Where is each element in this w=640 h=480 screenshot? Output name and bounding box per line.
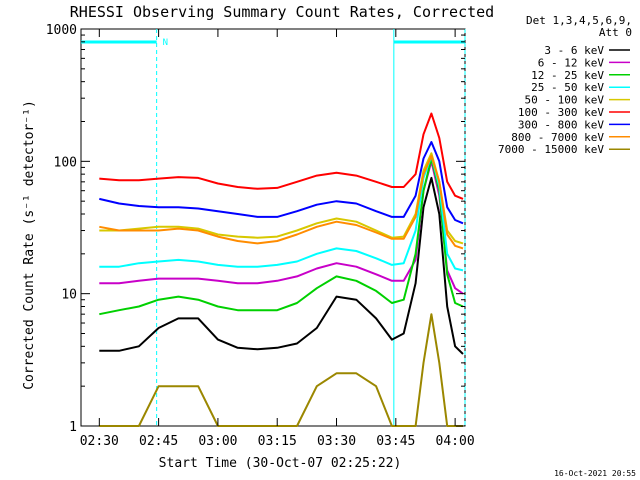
series-line-7 <box>99 154 464 250</box>
y-tick-label-0: 1 <box>69 420 77 435</box>
x-tick-label-1: 02:45 <box>139 434 178 449</box>
legend-label-1: 6 - 12 keV <box>538 56 605 69</box>
y-tick-label-2: 100 <box>54 155 77 170</box>
chart-title: RHESSI Observing Summary Count Rates, Co… <box>70 3 494 21</box>
series-line-0 <box>99 176 464 355</box>
legend-label-4: 50 - 100 keV <box>525 94 605 107</box>
legend-label-6: 300 - 800 keV <box>518 118 604 131</box>
x-tick-label-4: 03:30 <box>317 434 356 449</box>
x-axis-label: Start Time (30-Oct-07 02:25:22) <box>159 456 402 471</box>
y-axis-label: Corrected Count Rate (s⁻¹ detector⁻¹) <box>22 100 37 390</box>
legend-label-8: 7000 - 15000 keV <box>498 143 604 156</box>
legend-label-7: 800 - 7000 keV <box>511 131 604 144</box>
x-tick-label-6: 04:00 <box>436 434 475 449</box>
series-line-8 <box>99 313 463 427</box>
legend-label-3: 25 - 50 keV <box>531 81 604 94</box>
y-tick-label-1: 10 <box>61 288 77 303</box>
segment-label: N <box>163 38 168 48</box>
legend-label-2: 12 - 25 keV <box>531 69 604 82</box>
footer-timestamp: 16-Oct-2021 20:55 <box>554 469 636 478</box>
series-line-5 <box>99 112 464 200</box>
legend-header-1: Att 0 <box>599 26 632 39</box>
x-tick-label-5: 03:45 <box>376 434 415 449</box>
legend-header-0: Det 1,3,4,5,6,9, <box>526 14 632 27</box>
axis-layer: 02:30 02:45 03:00 03:15 03:30 03:45 04:00 1 10 10… <box>46 23 475 449</box>
series-layer <box>99 112 464 427</box>
x-tick-label-2: 03:00 <box>198 434 237 449</box>
legend-label-0: 3 - 6 keV <box>544 44 604 57</box>
annotation-layer: N <box>81 29 466 426</box>
x-tick-label-3: 03:15 <box>258 434 297 449</box>
legend-label-5: 100 - 300 keV <box>518 106 604 119</box>
x-tick-label-0: 02:30 <box>80 434 119 449</box>
series-line-6 <box>99 141 464 225</box>
y-tick-label-3: 1000 <box>46 23 77 38</box>
